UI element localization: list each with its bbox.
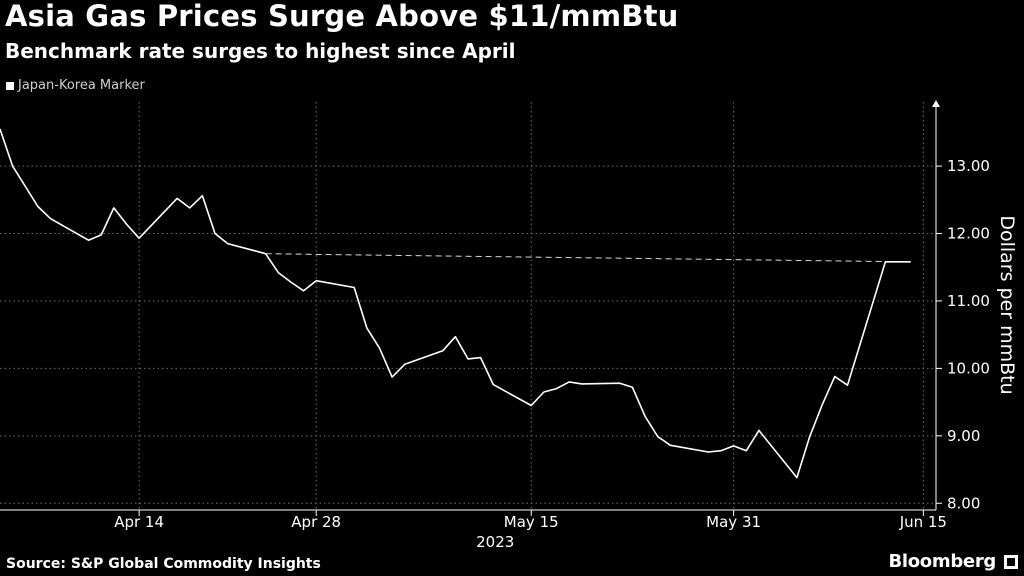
- x-axis-year-label: 2023: [476, 533, 514, 551]
- bloomberg-mark-icon: [1004, 555, 1018, 569]
- y-tick-label: 12.00: [947, 225, 990, 243]
- source-note: Source: S&P Global Commodity Insights: [6, 556, 321, 572]
- x-tick-label: Apr 14: [114, 513, 164, 531]
- y-axis-title: Dollars per mmBtu: [996, 215, 1018, 394]
- legend-swatch: [6, 81, 14, 90]
- legend-label: Japan-Korea Marker: [18, 78, 145, 93]
- series: [0, 128, 911, 479]
- chart-title: Asia Gas Prices Surge Above $11/mmBtu: [5, 0, 679, 33]
- x-tick-label: Apr 28: [291, 513, 341, 531]
- y-tick-label: 11.00: [947, 292, 990, 310]
- x-tick-label: Jun 15: [899, 513, 947, 531]
- y-tick-label: 8.00: [947, 494, 980, 512]
- axes: 8.00 9.00 10.00 11.00 12.00 13.00 Apr 14 Apr 28…: [0, 100, 1018, 551]
- brand-logo-text: Bloomberg: [888, 551, 996, 572]
- y-tick-label: 9.00: [947, 427, 980, 445]
- reference-line-dashed: [265, 253, 911, 263]
- y-axis-arrow-icon: [932, 100, 940, 107]
- chart-subtitle: Benchmark rate surges to highest since A…: [5, 39, 516, 63]
- x-tick-label: May 31: [706, 513, 761, 531]
- legend: Japan-Korea Marker: [6, 78, 145, 93]
- series-line-japan-korea-marker: [0, 128, 911, 479]
- y-tick-label: 13.00: [947, 157, 990, 175]
- grid: [0, 102, 936, 510]
- y-tick-label: 10.00: [947, 359, 990, 377]
- x-tick-label: May 15: [504, 513, 559, 531]
